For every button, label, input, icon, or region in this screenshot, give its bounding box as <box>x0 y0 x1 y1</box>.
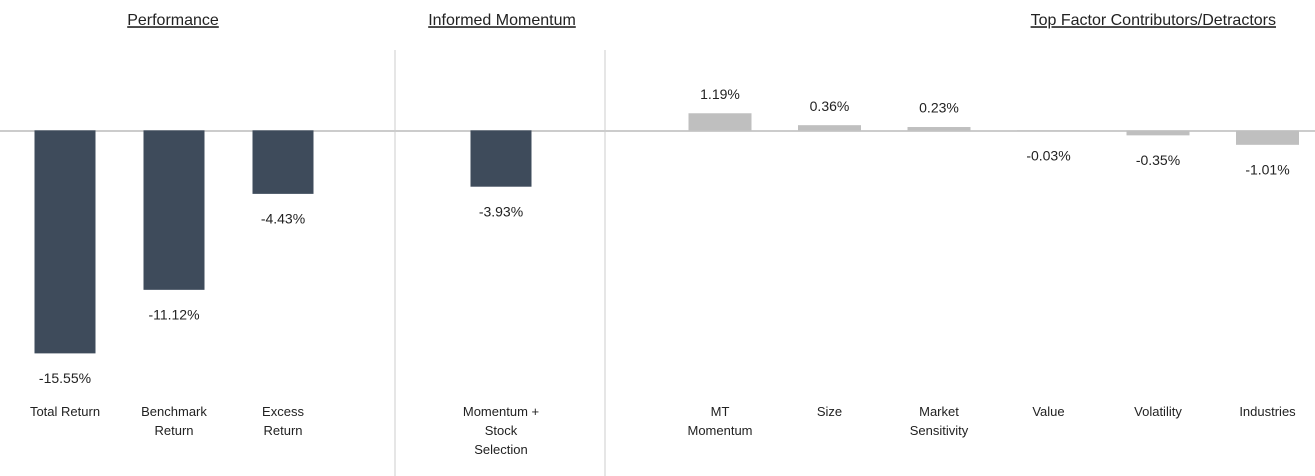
x-tick-label: Momentum + Stock Selection <box>462 404 540 457</box>
value-label: -15.55% <box>39 370 91 386</box>
value-label: 0.36% <box>810 98 850 114</box>
value-label: -0.03% <box>1026 147 1070 163</box>
value-label: -11.12% <box>148 307 199 323</box>
bar <box>470 130 532 187</box>
x-tick-label: Volatility <box>1134 404 1182 419</box>
panel-title: Top Factor Contributors/Detractors <box>1031 12 1276 29</box>
bar <box>34 130 96 354</box>
x-tick-label: Total Return <box>29 404 101 419</box>
value-label: -1.01% <box>1245 162 1289 178</box>
bar <box>798 125 861 131</box>
value-label: -3.93% <box>479 203 523 219</box>
panel-title: Performance <box>127 12 219 29</box>
value-label: 1.19% <box>700 86 740 102</box>
x-tick-label: Size <box>816 404 843 419</box>
value-label: 0.23% <box>919 100 959 116</box>
bar <box>252 130 314 194</box>
x-tick-label: Benchmark Return <box>141 404 207 438</box>
bar <box>1236 130 1299 145</box>
x-tick-label: MT Momentum <box>687 404 753 438</box>
x-tick-label: Industries <box>1239 404 1296 419</box>
bar <box>1126 130 1190 136</box>
bar <box>143 130 205 290</box>
x-tick-label: Excess Return <box>262 404 304 438</box>
panel-title: Informed Momentum <box>428 12 576 29</box>
value-label: -4.43% <box>261 211 305 227</box>
x-tick-label: Value <box>1032 404 1065 419</box>
bar <box>688 113 752 131</box>
x-tick-label: Market Sensitivity <box>909 404 969 438</box>
value-label: -0.35% <box>1136 152 1180 168</box>
bar <box>907 127 971 131</box>
